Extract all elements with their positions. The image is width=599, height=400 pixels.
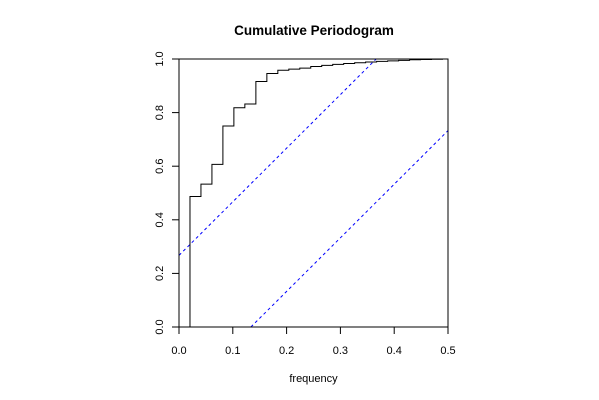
y-tick-label: 0.0 (154, 319, 166, 334)
x-tick-label: 0.5 (440, 345, 455, 357)
cumulative-periodogram-line (179, 58, 448, 328)
y-tick-label: 0.4 (154, 212, 166, 227)
y-tick-label: 0.8 (154, 105, 166, 120)
x-axis: 0.0 0.1 0.2 0.3 0.4 0.5 (171, 326, 456, 357)
x-tick-label: 0.1 (225, 345, 240, 357)
x-tick-label: 0.0 (171, 345, 186, 357)
x-axis-label: frequency (289, 373, 338, 385)
x-tick-label: 0.4 (387, 345, 402, 357)
plot-frame (178, 58, 449, 328)
confidence-band-upper (178, 58, 377, 256)
y-tick-label: 0.6 (154, 159, 166, 174)
y-tick-label: 1.0 (154, 51, 166, 66)
plot-area (178, 58, 449, 328)
x-tick-label: 0.2 (279, 345, 294, 357)
confidence-band-lower (250, 130, 449, 328)
y-tick-label: 0.2 (154, 266, 166, 281)
x-tick-label: 0.3 (333, 345, 348, 357)
chart-title: Cumulative Periodogram (234, 23, 394, 38)
y-axis: 0.0 0.2 0.4 0.6 0.8 1.0 (154, 51, 180, 335)
